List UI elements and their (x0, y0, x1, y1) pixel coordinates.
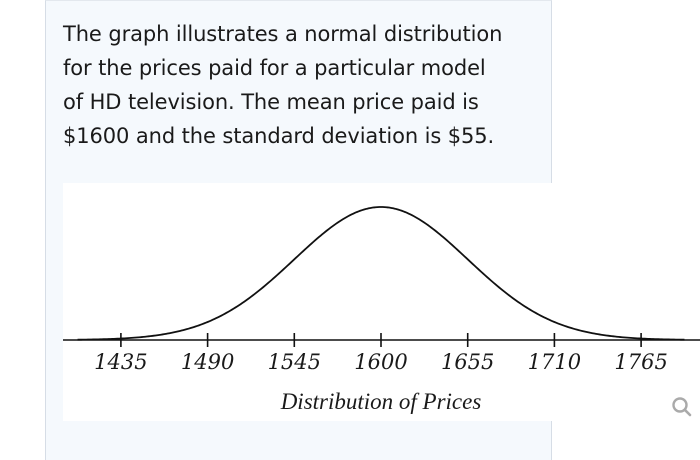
question-line: for the prices paid for a particular mod… (63, 56, 486, 80)
magnifier-icon[interactable] (670, 396, 694, 420)
question-line: $1600 and the standard deviation is $55. (63, 124, 495, 148)
question-text: The graph illustrates a normal distribut… (63, 17, 543, 153)
x-axis-title: Distribution of Prices (280, 389, 482, 414)
x-tick-label: 1765 (614, 350, 668, 374)
question-line: The graph illustrates a normal distribut… (63, 22, 503, 46)
x-tick-label: 1490 (180, 350, 235, 374)
x-tick-label: 1435 (94, 350, 148, 374)
x-tick-label: 1710 (527, 350, 582, 374)
normal-curve (77, 206, 685, 341)
x-tick-label: 1545 (267, 350, 322, 374)
x-tick-label: 1600 (354, 350, 408, 374)
chart-area (63, 183, 553, 421)
question-line: of HD television. The mean price paid is (63, 90, 479, 114)
x-tick-label: 1655 (440, 350, 495, 374)
x-axis-ticks (120, 333, 642, 347)
